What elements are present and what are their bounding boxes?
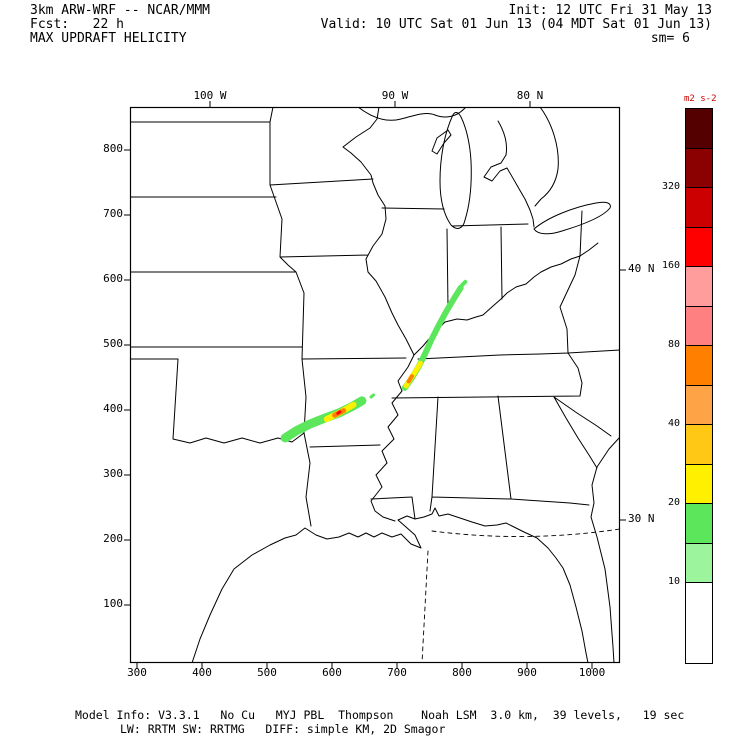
helicity-swaths: [280, 279, 468, 443]
helicity-track-missouri-illinois-indiana: [406, 374, 414, 384]
helicity-track-missouri-illinois-indiana: [460, 279, 468, 288]
x-axis-tick-label: 800: [452, 666, 472, 679]
field-title: MAX UPDRAFT HELICITY: [30, 31, 187, 46]
y-axis-tick-label: 800: [103, 142, 123, 155]
lake-superior-shore: [357, 107, 467, 121]
colorbar-segment: [686, 227, 712, 267]
x-axis-tick-label: 1000: [578, 666, 606, 679]
colorbar-segment: [686, 148, 712, 188]
model-info-line1: Model Info: V3.3.1 No Cu MYJ PBL Thompso…: [75, 708, 685, 722]
top-longitude-label: 90 W: [381, 89, 409, 102]
colorbar-segment: [686, 306, 712, 346]
colorbar-segment: [686, 583, 712, 663]
colorbar-segment: [686, 109, 712, 149]
lake-huron-west-shore: [483, 120, 535, 228]
right-latitude-label: 40 N: [628, 262, 655, 275]
x-axis-tick-label: 300: [127, 666, 147, 679]
x-axis-tick-label: 600: [322, 666, 342, 679]
colorbar-segment: [686, 464, 712, 504]
y-axis-tick-label: 700: [103, 207, 123, 220]
model-info-line2: LW: RRTM SW: RRTMG DIFF: simple KM, 2D S…: [120, 722, 446, 736]
top-longitude-label: 80 N: [516, 89, 544, 102]
meridian-90w-dashed: [421, 550, 429, 663]
colorbar-level-label: 320: [661, 181, 680, 192]
y-axis-tick-label: 300: [103, 467, 123, 480]
x-axis-tick-label: 700: [387, 666, 407, 679]
lake-huron-far-shore: [534, 107, 559, 207]
colorbar: [685, 108, 713, 664]
colorbar-segment: [686, 385, 712, 425]
colorbar-level-label: 80: [667, 339, 680, 350]
lake-michigan: [439, 112, 472, 229]
coastline-atlantic: [590, 436, 620, 663]
y-axis-tick-label: 400: [103, 402, 123, 415]
top-longitude-label: 100 W: [193, 89, 227, 102]
x-axis-tick-label: 900: [517, 666, 537, 679]
y-axis-tick-label: 200: [103, 532, 123, 545]
y-axis-tick-label: 600: [103, 272, 123, 285]
colorbar-segment: [686, 267, 712, 307]
colorbar-level-label: 20: [667, 497, 680, 508]
smoothing-label: sm= 6: [650, 31, 690, 46]
model-title: 3km ARW-WRF -- NCAR/MMM: [30, 3, 211, 18]
y-axis-tick-label: 100: [103, 597, 123, 610]
helicity-track-oklahoma-arkansas: [336, 410, 342, 415]
colorbar-units-label: m2 s-2: [684, 94, 717, 104]
colorbar-segment: [686, 425, 712, 465]
y-axis-tick-label: 500: [103, 337, 123, 350]
colorbar-level-label: 10: [667, 576, 680, 587]
init-time: Init: 12 UTC Fri 31 May 13: [508, 3, 713, 18]
axis-ticks: [124, 101, 626, 669]
coastline-gulf: [191, 507, 589, 663]
lake-erie: [533, 201, 611, 235]
colorbar-segment: [686, 504, 712, 544]
forecast-hour: Fcst: 22 h: [30, 17, 124, 32]
colorbar-segment: [686, 543, 712, 583]
colorbar-level-label: 160: [661, 260, 680, 271]
helicity-track-missouri-illinois-indiana: [369, 393, 376, 399]
plot-frame: [129, 106, 621, 664]
state-boundaries: [130, 107, 620, 527]
green-bay: [431, 129, 452, 155]
map-canvas: [124, 101, 626, 669]
colorbar-segment: [686, 346, 712, 386]
colorbar-segment: [686, 188, 712, 228]
x-axis-tick-label: 400: [192, 666, 212, 679]
colorbar-level-label: 40: [667, 418, 680, 429]
right-latitude-label: 30 N: [628, 512, 655, 525]
valid-time: Valid: 10 UTC Sat 01 Jun 13 (04 MDT Sat …: [320, 17, 712, 32]
x-axis-tick-label: 500: [257, 666, 277, 679]
